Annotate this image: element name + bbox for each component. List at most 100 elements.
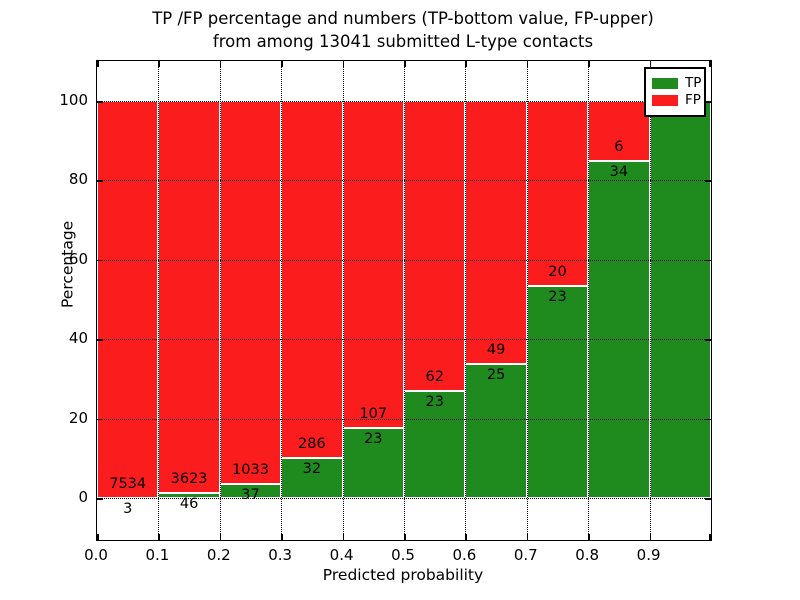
bar-fp-segment bbox=[158, 101, 220, 494]
x-tick-label: 0.2 bbox=[206, 546, 231, 564]
fp-count-label: 20 bbox=[548, 263, 567, 280]
x-tick bbox=[404, 61, 406, 67]
x-tick-label: 0.4 bbox=[329, 546, 354, 564]
bar-fp-segment bbox=[281, 101, 343, 459]
fp-count-label: 6 bbox=[614, 138, 624, 155]
x-gridline bbox=[281, 61, 283, 540]
x-tick bbox=[342, 534, 345, 540]
x-tick bbox=[709, 61, 711, 67]
bar-fp-segment bbox=[219, 101, 282, 485]
y-tick-label: 20 bbox=[68, 408, 88, 427]
fp-count-label: 286 bbox=[298, 436, 326, 453]
y-tick bbox=[705, 498, 711, 500]
y-tick-label: 80 bbox=[68, 170, 88, 189]
x-gridline bbox=[404, 61, 405, 540]
x-gridline bbox=[649, 61, 651, 540]
x-gridline bbox=[342, 61, 344, 540]
y-gridline bbox=[97, 418, 711, 420]
x-tick bbox=[158, 534, 160, 540]
x-tick-label: 0.6 bbox=[452, 546, 477, 564]
y-gridline bbox=[97, 498, 711, 499]
bar-fp-segment bbox=[342, 101, 404, 428]
bar-fp-segment bbox=[465, 101, 527, 364]
legend-item: TP bbox=[652, 75, 702, 91]
x-tick bbox=[281, 534, 283, 540]
y-tick-label: 0 bbox=[78, 488, 88, 506]
fp-swatch-icon bbox=[652, 95, 678, 106]
x-tick bbox=[219, 61, 222, 67]
tp-count-label: 23 bbox=[548, 288, 567, 305]
bar-tp-segment bbox=[281, 458, 343, 498]
y-tick bbox=[97, 101, 103, 103]
y-tick bbox=[705, 101, 711, 103]
tp-count-label: 37 bbox=[241, 487, 260, 504]
x-tick-label: 0.1 bbox=[145, 546, 170, 564]
bar-tp-segment bbox=[526, 285, 589, 498]
y-tick-label: 40 bbox=[68, 329, 88, 348]
x-gridline bbox=[219, 61, 221, 540]
y-tick-label: 100 bbox=[59, 91, 88, 109]
x-tick bbox=[526, 61, 529, 67]
y-tick bbox=[97, 180, 103, 182]
tp-count-label: 34 bbox=[609, 163, 629, 180]
tp-count-label: 32 bbox=[302, 461, 322, 478]
y-tick bbox=[705, 180, 711, 182]
x-tick-label: 0.5 bbox=[391, 546, 415, 564]
legend-label: TP bbox=[685, 75, 702, 91]
x-tick bbox=[158, 61, 160, 67]
y-tick bbox=[705, 259, 711, 262]
x-tick bbox=[404, 534, 406, 540]
y-tick bbox=[705, 418, 711, 421]
tp-swatch-icon bbox=[652, 78, 678, 89]
bar-fp-segment bbox=[588, 101, 650, 161]
x-tick bbox=[465, 61, 467, 67]
tp-count-label: 46 bbox=[179, 496, 199, 513]
fp-count-label: 107 bbox=[359, 405, 388, 422]
y-tick bbox=[97, 418, 103, 421]
chart-title-line2: from among 13041 submitted L-type contac… bbox=[212, 32, 594, 51]
y-tick bbox=[97, 498, 103, 500]
x-tick-label: 0.3 bbox=[268, 546, 293, 564]
y-tick bbox=[705, 339, 711, 341]
x-tick bbox=[649, 61, 652, 67]
x-gridline bbox=[158, 61, 160, 540]
y-tick bbox=[97, 339, 103, 341]
bar-tp-segment bbox=[465, 363, 527, 498]
bar-tp-segment bbox=[404, 390, 466, 498]
fp-count-label: 49 bbox=[486, 341, 506, 358]
x-tick bbox=[709, 534, 711, 540]
bar-fp-segment bbox=[97, 101, 159, 498]
fp-count-label: 62 bbox=[425, 368, 444, 385]
x-tick-label: 0.9 bbox=[636, 546, 661, 564]
chart-title-line1: TP /FP percentage and numbers (TP-bottom… bbox=[152, 9, 654, 28]
x-tick bbox=[97, 61, 99, 67]
x-tick bbox=[97, 534, 99, 540]
y-gridline bbox=[97, 101, 711, 102]
legend-label: FP bbox=[685, 92, 701, 108]
bar-tp-segment bbox=[588, 160, 650, 498]
x-tick bbox=[526, 534, 529, 540]
x-tick bbox=[342, 61, 345, 67]
plot-area: 7534 3 3623 46 1033 37 286 32 107 23 62 23 49 25 20 23 6… bbox=[96, 60, 712, 541]
x-tick bbox=[219, 534, 222, 540]
tp-count-label: 3 bbox=[123, 500, 133, 517]
tp-count-label: 25 bbox=[486, 366, 506, 383]
x-tick-label: 0.7 bbox=[513, 546, 538, 564]
x-tick bbox=[281, 61, 283, 67]
legend-item: FP bbox=[652, 92, 701, 108]
y-tick-label: 60 bbox=[68, 249, 88, 268]
x-gridline bbox=[465, 61, 467, 540]
bar-fp-segment bbox=[526, 101, 589, 286]
fp-count-label: 1033 bbox=[232, 462, 269, 479]
y-gridline bbox=[97, 339, 711, 341]
fp-count-label: 3623 bbox=[170, 471, 208, 488]
x-gridline bbox=[588, 61, 590, 540]
tp-count-label: 23 bbox=[364, 430, 383, 447]
x-axis-label: Predicted probability bbox=[322, 566, 484, 584]
y-tick bbox=[97, 259, 103, 262]
bar-fp-segment bbox=[404, 101, 466, 391]
x-tick bbox=[465, 534, 467, 540]
bar-tp-segment bbox=[649, 101, 711, 498]
x-tick-label: 0.8 bbox=[575, 546, 600, 564]
